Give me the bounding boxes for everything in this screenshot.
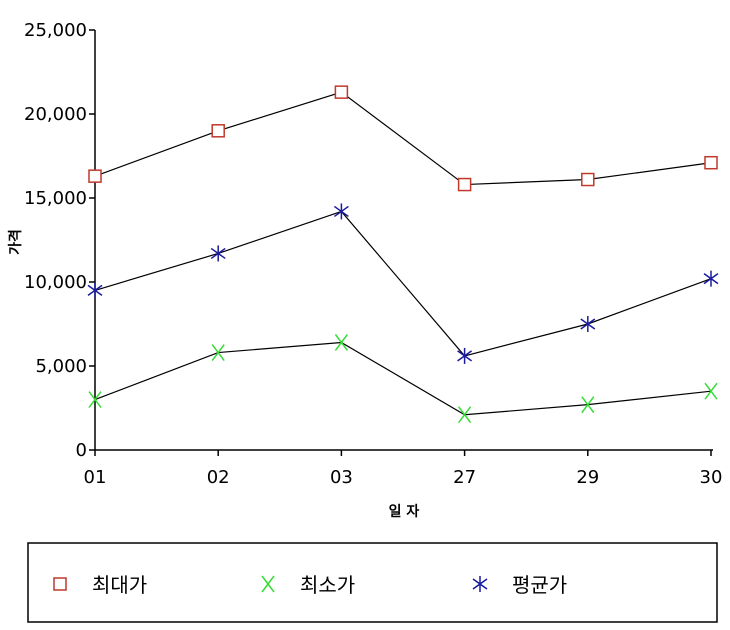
x-tick-label: 29 (576, 467, 599, 488)
x-tick-label: 27 (453, 467, 476, 488)
legend-item: 평균가 (472, 573, 567, 597)
data-point-marker (88, 391, 102, 409)
legend-label: 최대가 (92, 573, 147, 597)
data-point-marker (334, 334, 348, 351)
legend-marker (472, 576, 488, 592)
legend-marker (53, 577, 67, 591)
series-line (94, 91, 712, 186)
series-3 (87, 203, 719, 364)
plot-area: 0 5,000 10,000 15,000 20,000 25,000 01 02 03 27 2… (24, 20, 722, 488)
y-axis-ticks: 0 5,000 10,000 15,000 20,000 25,000 (24, 20, 95, 461)
data-point-marker (457, 177, 472, 192)
legend-item: 최소가 (261, 573, 355, 597)
legend-item: 최대가 (53, 573, 147, 597)
series-line (94, 210, 712, 357)
legend-marker (261, 575, 275, 593)
data-point-marker (211, 124, 225, 138)
series-1 (88, 85, 718, 192)
data-point-marker (88, 169, 102, 183)
x-axis-ticks: 01 02 03 27 29 30 (84, 450, 723, 488)
data-point-marker (704, 382, 718, 400)
x-axis-title: 일 자 (389, 504, 420, 520)
series-line (94, 341, 712, 416)
x-tick-label: 30 (700, 467, 723, 488)
legend-items: 최대가 최소가 평균가 (53, 573, 567, 597)
series-2 (88, 334, 718, 424)
data-point-marker (580, 316, 596, 332)
legend-box (27, 542, 718, 623)
data-point-marker (333, 203, 349, 220)
data-point-marker (458, 406, 472, 424)
data-point-marker (703, 270, 719, 287)
data-point-marker (704, 155, 718, 170)
x-tick-label: 01 (84, 467, 107, 488)
y-tick-label: 5,000 (35, 356, 87, 377)
data-point-marker (210, 245, 226, 262)
data-point-marker (581, 396, 595, 414)
legend: 최대가 최소가 평균가 (27, 542, 718, 623)
x-tick-label: 02 (207, 467, 230, 488)
legend-label: 평균가 (512, 573, 567, 597)
data-point-marker (581, 172, 595, 187)
data-point-marker (211, 344, 225, 362)
y-tick-label: 20,000 (24, 104, 87, 125)
data-point-marker (334, 85, 349, 99)
y-axis-title: 가격 (7, 229, 24, 255)
x-tick-label: 03 (330, 467, 353, 488)
y-tick-label: 15,000 (24, 188, 87, 209)
y-tick-label: 25,000 (24, 20, 87, 41)
y-tick-label: 0 (76, 440, 87, 461)
legend-label: 최소가 (300, 573, 355, 597)
series-layer (87, 85, 719, 424)
data-point-marker (457, 347, 473, 364)
y-tick-label: 10,000 (24, 272, 87, 293)
data-point-marker (87, 282, 103, 299)
